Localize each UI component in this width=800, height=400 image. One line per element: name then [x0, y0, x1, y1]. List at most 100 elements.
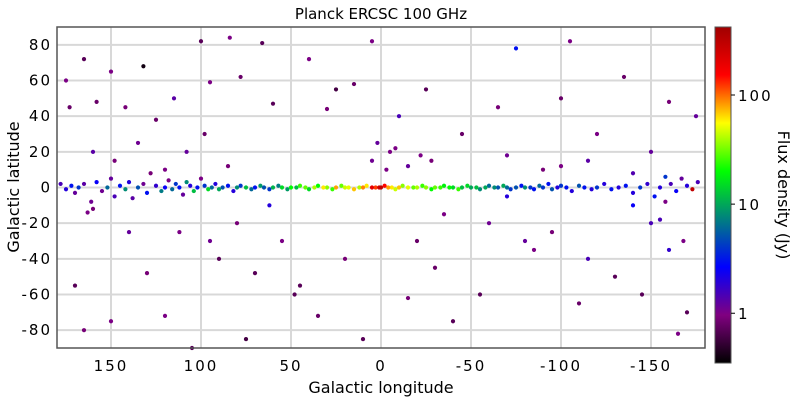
x-tick-label: 0	[375, 357, 387, 375]
data-point	[81, 328, 87, 333]
data-point	[396, 114, 402, 119]
data-point	[441, 183, 447, 188]
data-point	[585, 256, 591, 261]
colorbar	[714, 26, 732, 364]
x-tick-label: 100	[184, 357, 219, 375]
data-point	[522, 185, 528, 190]
data-point	[85, 210, 90, 215]
y-tick-label: 80	[29, 36, 52, 54]
data-point	[567, 39, 573, 44]
data-point	[690, 187, 695, 192]
data-point	[663, 199, 668, 204]
data-point	[162, 313, 168, 318]
data-point	[630, 171, 636, 176]
data-point	[288, 185, 294, 190]
data-point	[549, 229, 555, 235]
data-point	[207, 238, 213, 244]
data-point	[508, 187, 513, 192]
data-point	[384, 167, 389, 172]
data-point	[364, 183, 369, 188]
data-point	[261, 185, 267, 190]
data-point	[90, 206, 96, 211]
colorbar-ticks: 1 10 100	[731, 87, 771, 323]
data-point	[594, 131, 600, 137]
data-point	[270, 185, 276, 190]
data-point	[170, 187, 175, 192]
data-point	[135, 185, 141, 190]
data-point	[594, 185, 600, 190]
data-point	[423, 185, 429, 190]
data-point	[216, 187, 222, 192]
data-point	[657, 185, 663, 190]
data-point	[99, 188, 105, 194]
data-point	[492, 185, 497, 190]
data-point	[260, 40, 265, 46]
data-point	[234, 185, 240, 190]
data-point	[112, 158, 117, 163]
data-point	[645, 181, 650, 187]
data-point	[206, 187, 211, 192]
data-point	[537, 183, 542, 188]
data-point	[432, 185, 438, 190]
y-axis-label: Galactic latitude	[4, 121, 23, 252]
data-point	[558, 164, 564, 169]
data-point	[351, 81, 357, 87]
data-point	[58, 181, 63, 187]
data-point	[465, 183, 470, 188]
data-point	[252, 271, 258, 276]
data-point	[612, 274, 618, 279]
data-point	[202, 183, 207, 188]
data-point	[198, 176, 204, 181]
data-point	[369, 39, 375, 44]
data-point	[162, 167, 168, 172]
data-point	[69, 183, 74, 188]
data-point	[495, 105, 501, 110]
data-point	[238, 183, 243, 188]
data-point	[555, 185, 560, 190]
data-point	[171, 96, 177, 101]
data-point	[209, 185, 214, 190]
data-point	[191, 188, 196, 194]
data-point	[602, 181, 607, 187]
data-point	[144, 271, 150, 276]
data-point	[94, 99, 99, 104]
data-point	[423, 87, 429, 92]
data-point	[648, 149, 654, 154]
chart-title: Planck ERCSC 100 GHz	[295, 5, 467, 23]
data-point	[227, 35, 232, 40]
data-point	[576, 301, 582, 306]
data-point	[438, 185, 443, 190]
data-point	[400, 183, 405, 188]
data-point	[141, 64, 146, 69]
x-tick-label: 150	[94, 357, 129, 375]
data-point	[270, 101, 276, 106]
data-point	[684, 183, 690, 188]
data-point	[159, 188, 164, 194]
data-point	[657, 217, 663, 222]
colorbar-tick-label: 1	[738, 305, 750, 323]
data-point	[105, 185, 110, 190]
data-point	[112, 194, 117, 199]
data-point	[126, 229, 132, 235]
data-point	[249, 187, 254, 192]
data-point	[483, 185, 488, 190]
data-point	[231, 188, 236, 194]
data-point	[393, 187, 398, 192]
data-point	[321, 185, 326, 190]
data-point	[243, 336, 249, 342]
data-point	[220, 185, 225, 190]
data-point	[90, 149, 96, 154]
data-point	[616, 185, 621, 190]
data-point	[675, 331, 681, 336]
data-point	[693, 114, 699, 119]
data-point	[666, 247, 672, 253]
data-point	[447, 185, 452, 190]
data-point	[679, 176, 684, 181]
data-point	[207, 80, 213, 85]
data-point	[303, 185, 308, 190]
data-point	[386, 185, 391, 190]
data-point	[495, 185, 501, 190]
data-point	[130, 196, 135, 201]
data-point	[177, 185, 182, 190]
x-tick-label: -150	[630, 357, 672, 375]
